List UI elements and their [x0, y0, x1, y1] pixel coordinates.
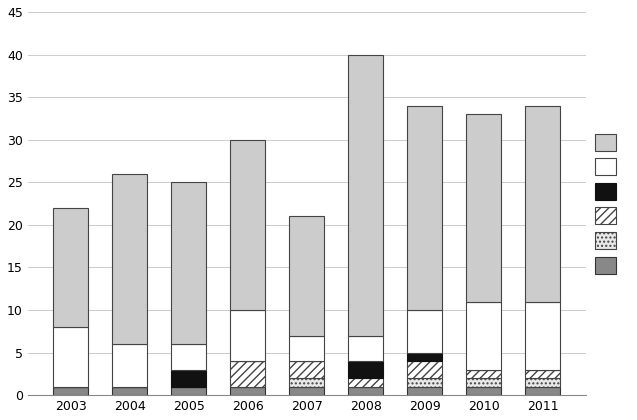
Bar	[53, 327, 89, 387]
Bar	[289, 216, 324, 336]
Bar	[348, 361, 383, 378]
Bar	[230, 310, 266, 361]
Bar	[289, 378, 324, 387]
Bar	[407, 353, 442, 361]
Bar	[407, 361, 442, 378]
Bar	[407, 387, 442, 395]
Bar	[525, 387, 561, 395]
Bar	[230, 361, 266, 387]
Bar	[525, 370, 561, 378]
Bar	[112, 174, 147, 344]
Bar	[230, 140, 266, 310]
Bar	[407, 310, 442, 353]
Bar	[112, 387, 147, 395]
Bar	[466, 370, 501, 378]
Bar	[53, 208, 89, 327]
Bar	[53, 387, 89, 395]
Legend: , , , , , : , , , , ,	[592, 131, 630, 276]
Bar	[466, 114, 501, 302]
Bar	[525, 105, 561, 302]
Bar	[171, 370, 206, 387]
Bar	[407, 105, 442, 310]
Bar	[171, 182, 206, 344]
Bar	[289, 387, 324, 395]
Bar	[348, 336, 383, 361]
Bar	[112, 344, 147, 387]
Bar	[289, 336, 324, 361]
Bar	[466, 302, 501, 370]
Bar	[171, 387, 206, 395]
Bar	[171, 344, 206, 370]
Bar	[230, 387, 266, 395]
Bar	[348, 378, 383, 387]
Bar	[466, 378, 501, 387]
Bar	[525, 302, 561, 370]
Bar	[466, 387, 501, 395]
Bar	[525, 378, 561, 387]
Bar	[407, 378, 442, 387]
Bar	[348, 55, 383, 336]
Bar	[289, 361, 324, 378]
Bar	[348, 387, 383, 395]
